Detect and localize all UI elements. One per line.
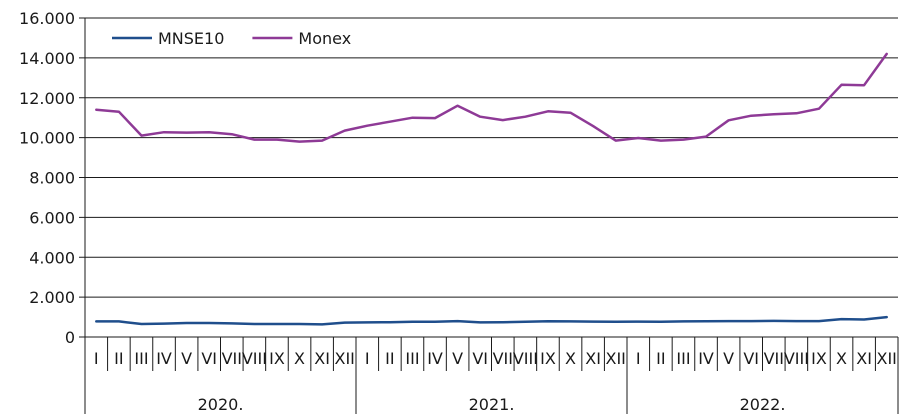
y-tick-label: 0 (65, 328, 75, 347)
grid-lines (79, 17, 898, 338)
x-axis (84, 18, 899, 414)
month-label: II (656, 349, 665, 368)
month-label: X (565, 349, 576, 368)
y-axis-tick-labels: 0 2.000 4.000 6.000 8.000 10.000 12.000 14.000 1… (19, 9, 75, 347)
month-label: VI (743, 349, 759, 368)
month-label: XII (335, 349, 355, 368)
month-label: XII (606, 349, 626, 368)
month-label: V (452, 349, 463, 368)
month-label: XII (877, 349, 897, 368)
series-line-monex (95, 52, 888, 143)
month-label: XI (314, 349, 330, 368)
y-tick-label: 6.000 (29, 208, 75, 227)
legend-label-mnse10: MNSE10 (158, 29, 224, 48)
month-label: VII (493, 349, 513, 368)
month-label: I (94, 349, 99, 368)
month-label: VI (201, 349, 217, 368)
month-label: III (405, 349, 419, 368)
y-tick-label: 12.000 (19, 89, 75, 108)
month-label: IX (269, 349, 285, 368)
y-tick-label: 14.000 (19, 49, 75, 68)
month-label: VII (764, 349, 784, 368)
y-tick-label: 2.000 (29, 288, 75, 307)
month-label: V (723, 349, 734, 368)
month-label: VII (222, 349, 242, 368)
x-axis-month-labels: I II III IV V VI VII VIII IX X XI XII I II III IV V VI VII… (94, 349, 897, 368)
year-label: 2020. (198, 395, 244, 414)
x-axis-year-labels: 2020. 2021. 2022. (198, 395, 786, 414)
year-label: 2021. (469, 395, 515, 414)
month-label: VIII (784, 349, 809, 368)
series-line-mnse10 (95, 315, 888, 326)
month-label: IX (540, 349, 556, 368)
month-label: I (636, 349, 641, 368)
month-label: XI (856, 349, 872, 368)
month-label: IV (156, 349, 172, 368)
month-label: VIII (513, 349, 538, 368)
y-tick-label: 16.000 (19, 9, 75, 28)
month-label: II (114, 349, 123, 368)
y-tick-label: 10.000 (19, 129, 75, 148)
legend: MNSE10 Monex (112, 29, 351, 48)
month-label: VIII (242, 349, 267, 368)
y-tick-label: 4.000 (29, 248, 75, 267)
month-label: IV (427, 349, 443, 368)
series-lines (95, 52, 888, 326)
year-label: 2022. (740, 395, 786, 414)
month-label: IV (698, 349, 714, 368)
month-label: III (676, 349, 690, 368)
month-label: I (365, 349, 370, 368)
month-label: IX (811, 349, 827, 368)
month-label: V (181, 349, 192, 368)
month-label: XI (585, 349, 601, 368)
legend-label-monex: Monex (298, 29, 351, 48)
month-label: X (294, 349, 305, 368)
month-label: II (385, 349, 394, 368)
y-tick-label: 8.000 (29, 169, 75, 188)
month-label: III (134, 349, 148, 368)
month-label: X (836, 349, 847, 368)
month-label: VI (472, 349, 488, 368)
